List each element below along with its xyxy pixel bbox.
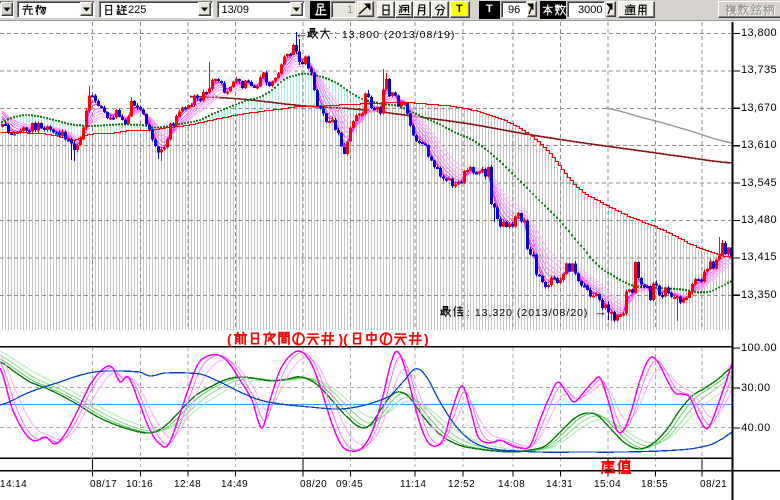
svg-text:: 13,800 (2013/08/19): : 13,800 (2013/08/19) bbox=[334, 29, 455, 41]
svg-text:)(: )( bbox=[339, 331, 349, 347]
svg-text:): ) bbox=[424, 331, 429, 347]
svg-text:(: ( bbox=[227, 331, 232, 347]
svg-text:←: ← bbox=[295, 26, 308, 41]
svg-text:: 13,320 (2013/08/20): : 13,320 (2013/08/20) bbox=[467, 307, 588, 319]
svg-text:→: → bbox=[594, 304, 607, 319]
